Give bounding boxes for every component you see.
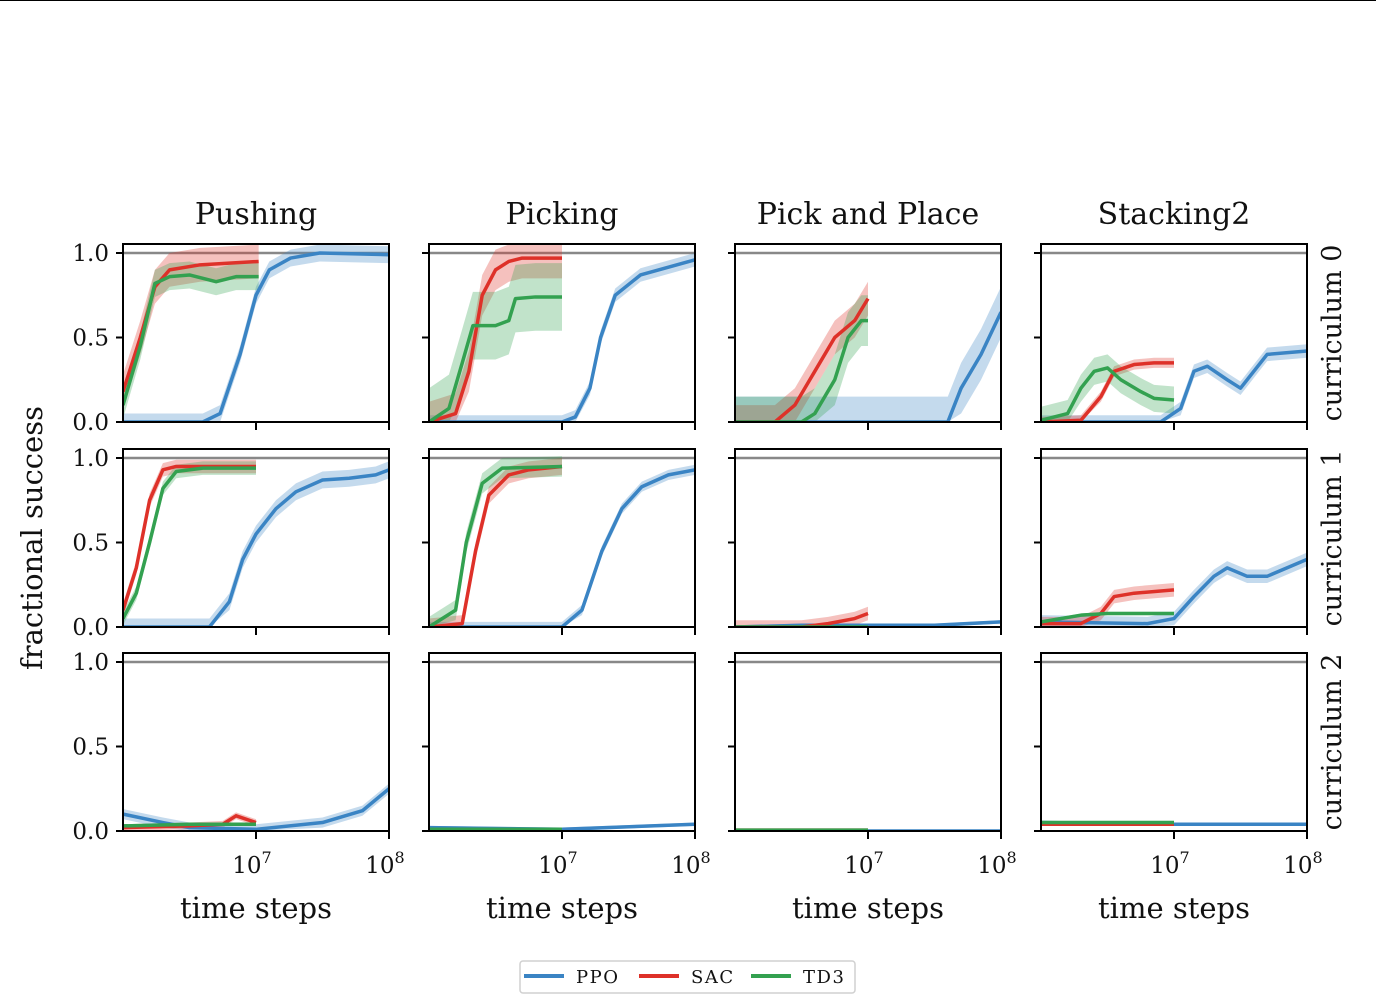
sac-line [735, 611, 869, 627]
column-title: Pushing [195, 197, 317, 232]
axes-frame [734, 448, 1002, 628]
ppo-line [123, 468, 389, 627]
y-tick-label: 0.0 [72, 819, 109, 845]
panel-pushing-row0: 0.0 0.5 1.0 Pushing [72, 197, 390, 436]
sac-line [123, 259, 259, 393]
ppo-line [1041, 349, 1307, 422]
x-tick-label: 107 [1150, 848, 1189, 879]
panel-pick-and-place-row2: 107 108 time steps [728, 652, 1017, 925]
ppo-confidence-band [429, 464, 695, 627]
y-tick-label: 0.5 [72, 326, 109, 352]
x-tick-label: 107 [844, 848, 883, 879]
td3-confidence-band [429, 263, 562, 422]
ppo-confidence-band [429, 253, 695, 422]
x-axis-label: time steps [792, 891, 944, 925]
column-title: Picking [506, 197, 619, 232]
td3-line [123, 822, 256, 828]
legend-box [519, 960, 856, 994]
sac-line [123, 464, 256, 611]
panel-pick-and-place-row0: Pick and Place [728, 197, 1002, 430]
axes-frame [734, 652, 1002, 832]
sac-line [1041, 588, 1175, 626]
td3-line [123, 273, 259, 406]
panel-pushing-row2: 0.0 0.5 1.0 107 108 time steps [72, 650, 404, 925]
row-label: curriculum 1 [1317, 450, 1348, 627]
panel-picking-row2: 107 108 time steps [422, 652, 711, 925]
legend: PPO SAC TD3 [519, 960, 856, 994]
row-label: curriculum 2 [1317, 654, 1348, 831]
column-title: Pick and Place [757, 197, 979, 232]
sac-line [429, 256, 562, 422]
ppo-confidence-band [123, 783, 389, 831]
panel-stacking2-row0: Stacking2 curriculum 0 [1034, 197, 1348, 430]
ppo-line [123, 787, 389, 831]
ppo-line [429, 468, 695, 627]
ppo-confidence-band [1041, 552, 1307, 627]
td3-confidence-band [735, 295, 868, 422]
ppo-line [123, 251, 389, 422]
sac-line [429, 464, 563, 627]
row-label: curriculum 0 [1317, 245, 1348, 422]
axes-frame [1040, 448, 1308, 628]
y-tick-label: 0.0 [72, 615, 109, 641]
panel-stacking2-row2: 107 108 time steps curriculum 2 [1034, 652, 1348, 925]
td3-line [1041, 611, 1174, 624]
x-axis-label: time steps [1098, 891, 1250, 925]
y-tick-label: 1.0 [72, 241, 109, 267]
legend-sac-label: SAC [691, 967, 735, 988]
y-tick-label: 0.5 [72, 735, 109, 761]
column-title: Stacking2 [1098, 197, 1251, 232]
td3-confidence-band [429, 456, 562, 627]
td3-line [1041, 366, 1175, 422]
axes-frame [1040, 652, 1308, 832]
td3-line [735, 318, 868, 422]
sac-line [735, 297, 870, 422]
x-tick-label: 108 [977, 848, 1016, 879]
y-tick-label: 0.5 [72, 531, 109, 557]
x-axis-label: time steps [180, 891, 332, 925]
ppo-confidence-band [735, 286, 1001, 422]
y-tick-label: 0.0 [72, 410, 109, 436]
panel-pick-and-place-row1 [728, 448, 1002, 635]
panel-pushing-row1: 0.0 0.5 1.0 [72, 446, 390, 641]
y-axis-label: fractional success [15, 406, 49, 670]
legend-ppo-label: PPO [576, 967, 619, 988]
x-axis-label: time steps [486, 891, 638, 925]
x-tick-label: 107 [232, 848, 271, 879]
td3-line [429, 295, 562, 422]
panel-picking-row1 [422, 448, 696, 635]
td3-line [429, 464, 563, 627]
y-tick-label: 1.0 [72, 650, 109, 676]
td3-confidence-band [123, 461, 256, 626]
sac-line [1041, 361, 1174, 422]
legend-td3-label: TD3 [803, 967, 845, 988]
ppo-confidence-band [123, 244, 389, 422]
sac-confidence-band [429, 458, 562, 627]
x-tick-label: 108 [365, 848, 404, 879]
ppo-line [735, 311, 1001, 422]
x-tick-label: 107 [538, 848, 577, 879]
axes-frame [122, 652, 390, 832]
sac-confidence-band [429, 244, 562, 422]
panel-stacking2-row1: curriculum 1 [1034, 448, 1348, 635]
ppo-line [1041, 557, 1307, 626]
y-tick-label: 1.0 [72, 446, 109, 472]
td3-confidence-band [1041, 354, 1174, 422]
panel-picking-row0: Picking [422, 197, 696, 430]
x-tick-label: 108 [671, 848, 710, 879]
td3-line [123, 466, 256, 620]
axes-frame [428, 652, 696, 832]
x-tick-label: 108 [1283, 848, 1322, 879]
